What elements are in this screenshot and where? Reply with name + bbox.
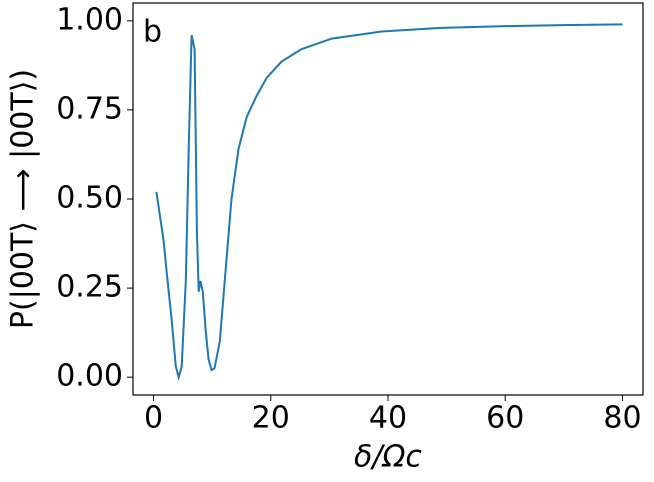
x-tick-label: 0 <box>144 401 163 436</box>
y-tick-label: 0.75 <box>56 91 123 126</box>
panel-label: b <box>143 15 162 50</box>
y-tick-label: 0.25 <box>56 270 123 305</box>
y-tick-label: 1.00 <box>56 2 123 37</box>
y-tick-label: 0.00 <box>56 359 123 394</box>
data-line <box>155 23 623 381</box>
x-tick-label: 60 <box>486 401 524 436</box>
x-axis-label: δ/Ωc <box>354 440 422 475</box>
x-tick-label: 80 <box>603 401 641 436</box>
y-axis-label: P(|00T⟩ ⟶ |00T⟩) <box>6 69 41 329</box>
x-tick-label: 20 <box>252 401 290 436</box>
axes-frame <box>132 2 644 396</box>
y-tick-label: 0.50 <box>56 181 123 216</box>
x-tick-label: 40 <box>369 401 407 436</box>
